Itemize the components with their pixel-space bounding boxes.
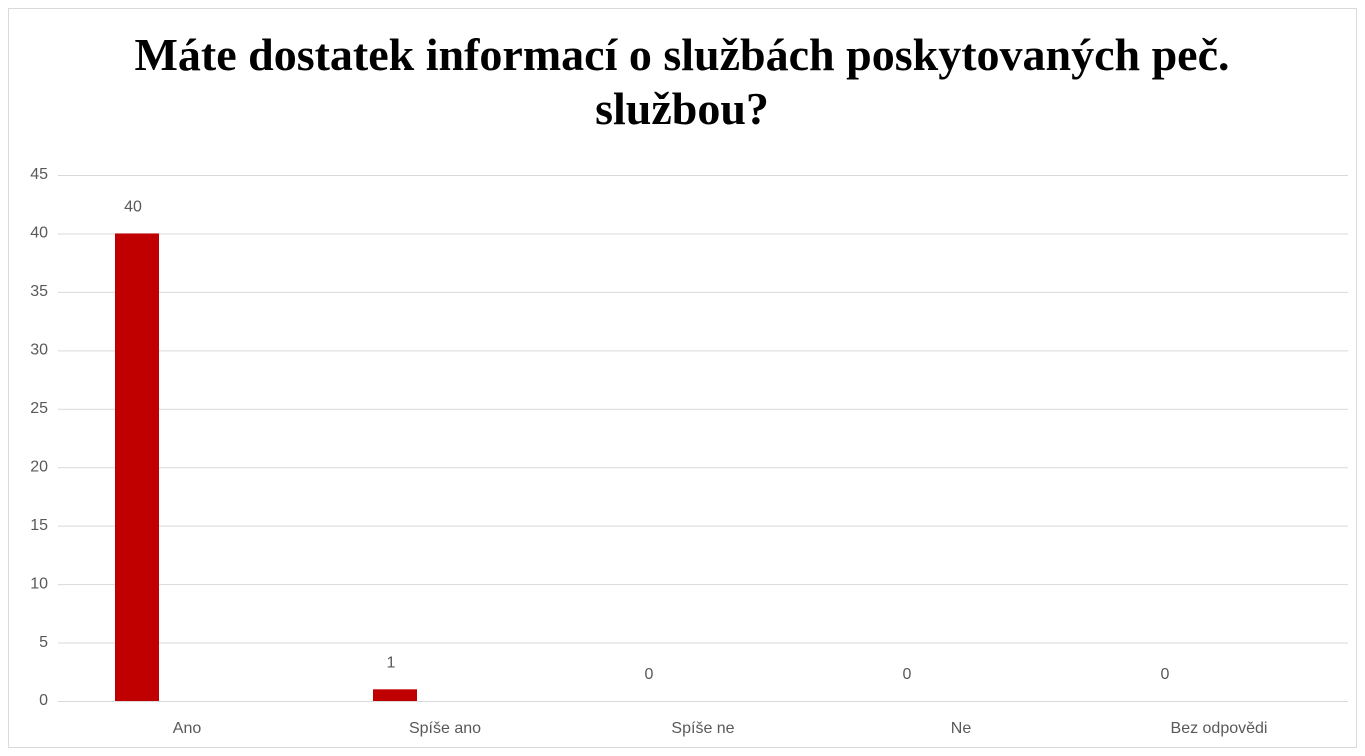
y-tick-label: 0: [39, 692, 48, 709]
chart-border: [8, 8, 1357, 748]
y-tick-label: 45: [30, 166, 48, 183]
y-tick-label: 10: [30, 575, 48, 592]
x-tick-label: Bez odpovědi: [1171, 720, 1268, 737]
y-tick-label: 5: [39, 634, 48, 651]
value-label: 0: [903, 666, 912, 683]
bar: [115, 233, 159, 701]
y-tick-label: 40: [30, 225, 48, 242]
y-tick-label: 30: [30, 342, 48, 359]
value-label: 0: [1161, 666, 1170, 683]
x-tick-label: Ne: [951, 720, 972, 737]
y-tick-label: 20: [30, 458, 48, 475]
value-label: 1: [387, 655, 396, 672]
y-tick-label: 35: [30, 283, 48, 300]
x-tick-label: Spíše ne: [671, 720, 734, 737]
x-tick-label: Ano: [173, 720, 202, 737]
value-label: 0: [645, 666, 654, 683]
value-label: 40: [124, 199, 142, 216]
chart-title: Máte dostatek informací o službách posky…: [134, 29, 1230, 134]
x-tick-label: Spíše ano: [409, 720, 481, 737]
y-tick-label: 25: [30, 400, 48, 417]
bar: [373, 689, 417, 701]
y-tick-label: 15: [30, 517, 48, 534]
